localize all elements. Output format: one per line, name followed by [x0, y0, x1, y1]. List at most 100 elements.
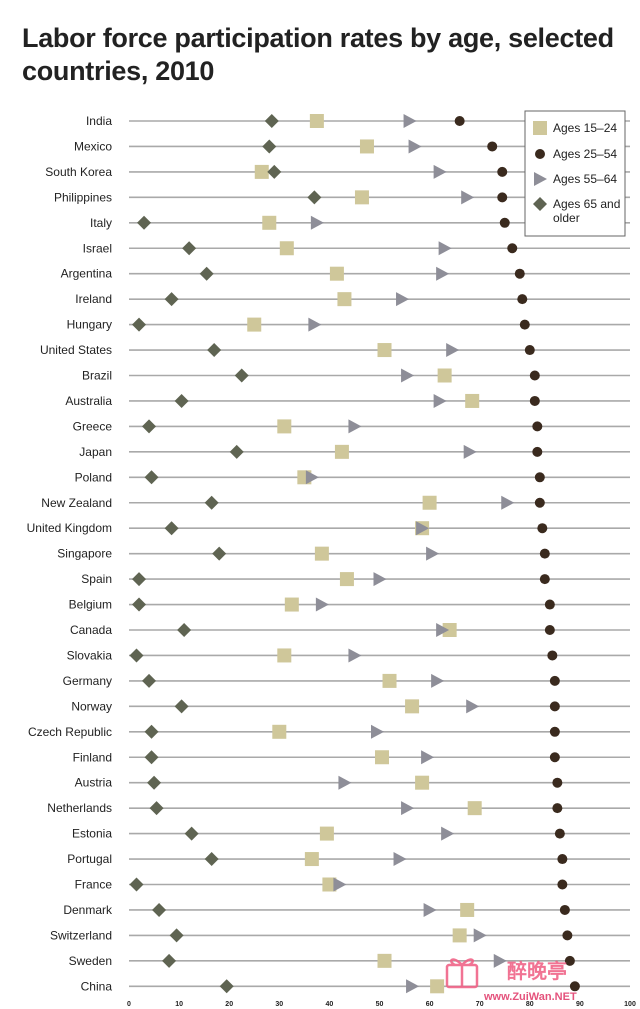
point-triangle-china	[406, 979, 420, 994]
point-square-sweden	[377, 953, 392, 968]
point-diamond-czech-republic	[144, 724, 159, 739]
point-triangle-denmark	[423, 902, 437, 917]
point-diamond-denmark	[152, 902, 167, 917]
point-square-slovakia	[277, 648, 292, 663]
legend-label: Ages 15–24	[553, 121, 617, 135]
point-circle-czech-republic	[549, 726, 560, 737]
row-label: China	[81, 979, 113, 993]
point-circle-sweden	[564, 955, 575, 966]
row-spain: Spain	[81, 572, 630, 587]
point-triangle-sweden	[493, 953, 507, 968]
row-japan: Japan	[79, 444, 630, 459]
point-diamond-philippines	[307, 190, 322, 205]
gift-icon	[445, 958, 479, 989]
row-hungary: Hungary	[67, 317, 630, 332]
point-square-spain	[339, 572, 354, 587]
point-triangle-singapore	[426, 546, 440, 561]
point-diamond-united-states	[207, 343, 222, 358]
row-singapore: Singapore	[57, 546, 630, 561]
point-triangle-belgium	[315, 597, 329, 612]
point-circle-china	[569, 981, 580, 992]
point-diamond-germany	[142, 673, 157, 688]
point-square-south-korea	[254, 164, 269, 179]
point-diamond-japan	[229, 444, 244, 459]
point-square-netherlands	[467, 801, 482, 816]
legend-marker-square	[533, 121, 547, 135]
point-diamond-norway	[174, 699, 189, 714]
row-label: United Kingdom	[27, 521, 112, 535]
row-label: Australia	[65, 394, 112, 408]
chart-legend: Ages 15–24 Ages 25–54 Ages 55–64 Ages 65 an…	[524, 110, 626, 237]
point-diamond-israel	[182, 241, 197, 256]
point-square-canada	[442, 623, 457, 637]
point-diamond-italy	[137, 215, 152, 230]
point-triangle-slovakia	[348, 648, 362, 663]
x-tick-label: 90	[576, 1001, 584, 1008]
point-diamond-finland	[144, 750, 159, 765]
point-circle-mexico	[487, 141, 498, 152]
point-circle-norway	[549, 701, 560, 712]
point-square-hungary	[247, 317, 262, 332]
legend-item-square: Ages 15–24	[533, 121, 617, 135]
row-label: Mexico	[74, 139, 112, 153]
legend-label: Ages 25–54	[553, 147, 617, 161]
row-france: France	[75, 877, 630, 892]
point-triangle-australia	[433, 393, 447, 408]
x-tick-label: 20	[225, 1001, 233, 1008]
point-triangle-switzerland	[473, 928, 487, 943]
row-label: Philippines	[54, 190, 112, 204]
point-circle-switzerland	[562, 930, 573, 941]
row-italy: Italy	[90, 215, 630, 230]
row-belgium: Belgium	[69, 597, 630, 612]
row-sweden: Sweden	[69, 953, 630, 968]
point-square-japan	[334, 444, 349, 459]
point-circle-poland	[534, 472, 545, 483]
row-label: Japan	[79, 445, 112, 459]
point-triangle-italy	[310, 215, 324, 230]
point-circle-portugal	[557, 854, 568, 865]
row-finland: Finland	[73, 750, 630, 765]
point-square-denmark	[460, 902, 475, 917]
row-label: Hungary	[67, 318, 112, 332]
point-triangle-israel	[438, 241, 452, 256]
point-circle-india	[454, 116, 465, 126]
point-square-united-states	[377, 343, 392, 358]
row-label: Ireland	[75, 292, 112, 306]
point-triangle-united-states	[446, 343, 460, 358]
point-triangle-portugal	[393, 852, 407, 867]
row-estonia: Estonia	[72, 826, 630, 841]
point-diamond-australia	[174, 393, 189, 408]
row-slovakia: Slovakia	[67, 648, 630, 663]
point-diamond-canada	[177, 623, 192, 637]
row-label: Portugal	[67, 852, 112, 866]
row-label: Belgium	[69, 598, 112, 612]
point-diamond-south-korea	[267, 164, 282, 179]
point-circle-brazil	[529, 370, 540, 381]
point-square-czech-republic	[272, 724, 287, 739]
row-label: Estonia	[72, 827, 112, 841]
row-israel: Israel	[83, 241, 630, 256]
point-circle-hungary	[519, 319, 530, 330]
row-label: Denmark	[63, 903, 113, 917]
point-circle-italy	[499, 217, 510, 228]
row-label: India	[86, 114, 112, 128]
row-label: Greece	[73, 419, 113, 433]
watermark-brand: 醉晚亭	[507, 959, 567, 983]
point-diamond-poland	[144, 470, 159, 485]
legend-marker-circle	[535, 149, 545, 159]
point-diamond-spain	[132, 572, 147, 587]
point-diamond-argentina	[199, 266, 214, 281]
row-brazil: Brazil	[82, 368, 630, 383]
row-label: Switzerland	[50, 928, 112, 942]
point-circle-denmark	[559, 904, 570, 915]
row-germany: Germany	[63, 673, 630, 688]
row-greece: Greece	[73, 419, 630, 434]
legend-label-cont: older	[553, 211, 580, 225]
point-triangle-ireland	[396, 292, 410, 307]
point-diamond-ireland	[164, 292, 179, 307]
point-diamond-mexico	[262, 139, 277, 154]
row-label: Slovakia	[67, 648, 113, 662]
point-square-argentina	[329, 266, 344, 281]
row-label: Israel	[83, 241, 112, 255]
point-circle-philippines	[497, 192, 508, 203]
